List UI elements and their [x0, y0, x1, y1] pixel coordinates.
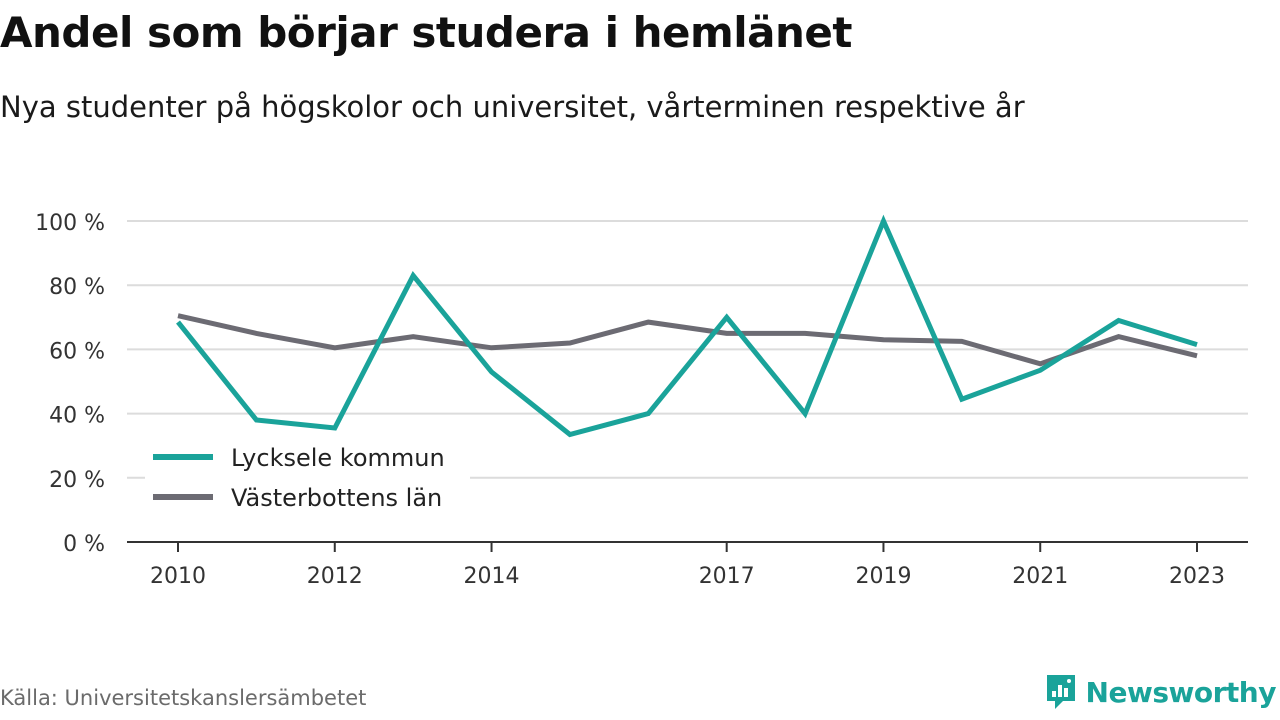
chart-title: Andel som börjar studera i hemlänet [0, 8, 853, 57]
legend-label: Västerbottens län [231, 484, 442, 512]
y-tick-label: 40 % [49, 404, 105, 429]
chart-subtitle: Nya studenter på högskolor och universit… [0, 90, 1025, 124]
legend-label: Lycksele kommun [231, 444, 445, 472]
x-tick-label: 2019 [855, 564, 911, 589]
x-tick-label: 2021 [1012, 564, 1068, 589]
source-note: Källa: Universitetskanslersämbetet [0, 686, 367, 710]
x-tick-label: 2014 [464, 564, 520, 589]
y-tick-label: 0 % [63, 532, 105, 557]
series-line-1 [177, 313, 1198, 367]
brand-name: Newsworthy [1085, 675, 1277, 709]
x-tick-label: 2010 [150, 564, 206, 589]
y-tick-label: 20 % [49, 468, 105, 493]
y-tick-label: 80 % [49, 275, 105, 300]
y-tick-label: 100 % [35, 211, 105, 236]
series-line-0 [176, 214, 1198, 438]
x-tick-label: 2012 [307, 564, 363, 589]
y-tick-label: 60 % [49, 339, 105, 364]
x-tick-label: 2017 [699, 564, 755, 589]
newsworthy-logo-icon [1046, 675, 1075, 709]
brand-logo-block[interactable]: Newsworthy [1044, 672, 1277, 712]
legend-background [145, 435, 470, 519]
x-tick-label: 2023 [1169, 564, 1225, 589]
